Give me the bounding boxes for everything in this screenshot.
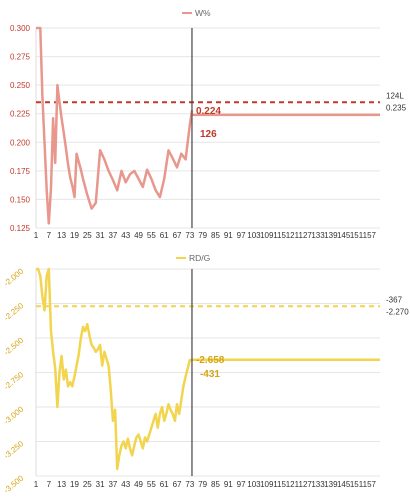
y-tick-label: -2.000 — [2, 266, 26, 288]
x-tick-label: 73 — [185, 480, 194, 489]
x-tick-label: 79 — [198, 480, 207, 489]
legend: W% — [182, 8, 211, 18]
x-tick-label: 19 — [70, 480, 79, 489]
x-tick-label: 139 — [324, 231, 338, 240]
y-tick-label: -3.500 — [2, 473, 26, 495]
series-line-1 — [36, 267, 193, 471]
x-tick-label: 115 — [273, 480, 286, 489]
x-tick-label: 67 — [173, 231, 182, 240]
x-tick-label: 31 — [96, 231, 105, 240]
y-tick-label: 0.275 — [10, 53, 31, 62]
x-tick-label: 85 — [211, 231, 220, 240]
x-tick-label: 145 — [337, 480, 351, 489]
x-tick-label: 85 — [211, 480, 220, 489]
x-tick-label: 157 — [363, 480, 377, 489]
y-tick-label: 0.150 — [10, 195, 31, 204]
series-line-1 — [36, 26, 194, 225]
current-value-label: -2.658 — [196, 355, 225, 366]
x-tick-label: 91 — [224, 231, 233, 240]
x-tick-label: 49 — [134, 231, 143, 240]
legend-label: RD/G — [189, 253, 210, 263]
x-tick-label: 121 — [286, 480, 300, 489]
x-tick-label: 109 — [260, 231, 274, 240]
y-tick-label: 0.175 — [10, 167, 31, 176]
x-tick-label: 19 — [70, 231, 79, 240]
x-tick-label: 1 — [34, 231, 39, 240]
x-tick-label: 115 — [273, 231, 286, 240]
x-tick-label: 103 — [247, 231, 261, 240]
x-tick-label: 151 — [350, 231, 364, 240]
y-tick-label: 0.200 — [10, 138, 31, 147]
x-tick-label: 61 — [160, 480, 169, 489]
x-tick-label: 37 — [108, 231, 117, 240]
x-tick-label: 55 — [147, 480, 156, 489]
x-tick-label: 43 — [121, 231, 130, 240]
x-tick-label: 7 — [47, 231, 52, 240]
x-tick-label: 73 — [185, 231, 194, 240]
y-tick-label: -2.500 — [2, 335, 26, 357]
y-tick-label: -3.000 — [2, 404, 26, 426]
x-tick-label: 91 — [224, 480, 233, 489]
x-tick-label: 121 — [286, 231, 300, 240]
x-tick-label: 139 — [324, 480, 338, 489]
x-tick-label: 133 — [311, 480, 325, 489]
x-tick-label: 43 — [121, 480, 130, 489]
y-tick-label: 0.125 — [10, 224, 31, 233]
reference-line-value: -2.270 — [386, 307, 409, 316]
reference-line-label: -367 — [386, 295, 403, 304]
y-tick-label: 0.250 — [10, 81, 31, 90]
x-tick-label: 25 — [83, 231, 92, 240]
x-tick-label: 97 — [237, 231, 246, 240]
x-tick-label: 127 — [299, 480, 313, 489]
x-tick-label: 1 — [34, 480, 39, 489]
x-tick-label: 97 — [237, 480, 246, 489]
y-tick-label: -2.750 — [2, 370, 26, 392]
x-tick-label: 61 — [160, 231, 169, 240]
x-tick-label: 151 — [350, 480, 364, 489]
y-tick-label: 0.300 — [10, 24, 31, 33]
x-tick-label: 133 — [311, 231, 325, 240]
legend-label: W% — [195, 8, 211, 18]
x-tick-label: 157 — [363, 231, 377, 240]
x-tick-label: 13 — [57, 480, 66, 489]
x-tick-label: 13 — [57, 231, 66, 240]
x-tick-label: 25 — [83, 480, 92, 489]
remaining-label: 126 — [200, 129, 217, 140]
chart-panel-1: 0.300 0.275 0.250 0.225 0.200 0.175 0.150 0.125… — [10, 8, 407, 240]
reference-line-value: 0.235 — [386, 103, 407, 112]
x-tick-label: 127 — [299, 231, 313, 240]
x-tick-label: 7 — [47, 480, 52, 489]
x-tick-label: 109 — [260, 480, 274, 489]
x-tick-label: 49 — [134, 480, 143, 489]
x-tick-label: 55 — [147, 231, 156, 240]
remaining-label: -431 — [200, 369, 220, 380]
y-tick-label: 0.225 — [10, 110, 31, 119]
x-tick-label: 31 — [96, 480, 105, 489]
x-tick-label: 37 — [108, 480, 117, 489]
reference-line-label: 124L — [386, 91, 404, 100]
y-tick-label: -2.250 — [2, 301, 26, 323]
x-tick-label: 79 — [198, 231, 207, 240]
x-tick-label: 67 — [173, 480, 182, 489]
x-tick-label: 145 — [337, 231, 351, 240]
chart-panel-2: -2.000 -2.250 -2.500 -2.750 -3.000 -3.250 -3.5… — [2, 253, 409, 495]
y-tick-label: -3.250 — [2, 439, 26, 461]
x-tick-label: 103 — [247, 480, 261, 489]
legend: RD/G — [176, 253, 210, 263]
current-value-label: 0.224 — [196, 106, 221, 117]
